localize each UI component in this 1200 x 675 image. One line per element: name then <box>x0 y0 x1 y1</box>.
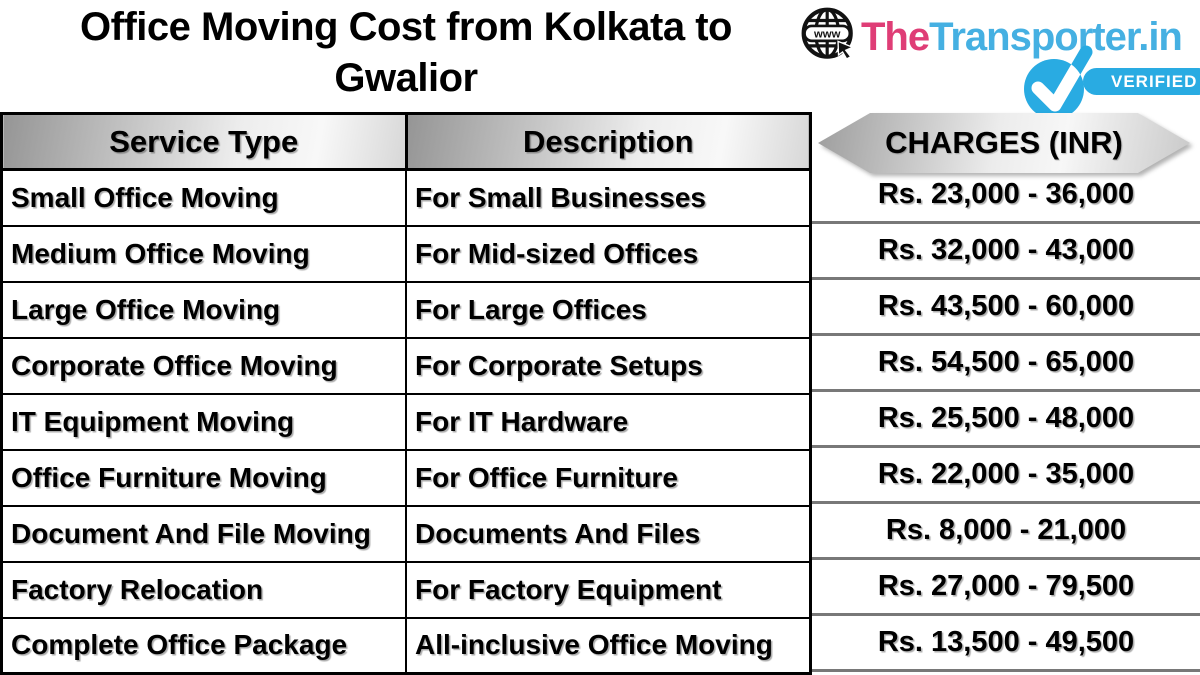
charge-value: Rs. 32,000 - 43,000 <box>812 224 1200 280</box>
table-row: IT Equipment Moving For IT Hardware <box>0 392 812 451</box>
charge-value: Rs. 13,500 - 49,500 <box>812 616 1200 672</box>
charges-banner-label: CHARGES (INR) <box>818 113 1190 173</box>
service-cell: Factory Relocation <box>0 560 407 619</box>
service-cell: Corporate Office Moving <box>0 336 407 395</box>
service-cell: Large Office Moving <box>0 280 407 339</box>
description-cell: Documents And Files <box>405 504 812 563</box>
charge-value: Rs. 23,000 - 36,000 <box>812 168 1200 224</box>
charge-value: Rs. 8,000 - 21,000 <box>812 504 1200 560</box>
description-cell: For IT Hardware <box>405 392 812 451</box>
table-row: Document And File Moving Documents And F… <box>0 504 812 563</box>
charge-value: Rs. 27,000 - 79,500 <box>812 560 1200 616</box>
column-header-description: Description <box>404 112 812 171</box>
globe-www-icon: www <box>800 6 858 69</box>
table-row: Small Office Moving For Small Businesses <box>0 168 812 227</box>
brand-name: TheTransporter.in <box>861 15 1183 60</box>
rates-table: Service Type Description Small Office Mo… <box>0 112 812 675</box>
description-cell: For Office Furniture <box>405 448 812 507</box>
globe-www-label: www <box>813 29 841 41</box>
verified-label: VERIFIED <box>1080 65 1200 98</box>
table-row: Complete Office Package All-inclusive Of… <box>0 616 812 675</box>
table-header-row: Service Type Description <box>0 112 812 171</box>
charges-column: Rs. 23,000 - 36,000 Rs. 32,000 - 43,000 … <box>812 168 1200 672</box>
service-cell: Document And File Moving <box>0 504 407 563</box>
table-row: Factory Relocation For Factory Equipment <box>0 560 812 619</box>
table-row: Office Furniture Moving For Office Furni… <box>0 448 812 507</box>
service-cell: Small Office Moving <box>0 168 407 227</box>
description-cell: For Large Offices <box>405 280 812 339</box>
page-title: Office Moving Cost from Kolkata to Gwali… <box>80 5 732 100</box>
brand-name-prefix: The <box>861 15 930 59</box>
service-cell: Office Furniture Moving <box>0 448 407 507</box>
description-cell: For Factory Equipment <box>405 560 812 619</box>
service-cell: Medium Office Moving <box>0 224 407 283</box>
verified-badge: VERIFIED <box>1022 40 1200 122</box>
table-row: Medium Office Moving For Mid-sized Offic… <box>0 224 812 283</box>
charge-value: Rs. 54,500 - 65,000 <box>812 336 1200 392</box>
column-header-service-type: Service Type <box>0 112 408 171</box>
charge-value: Rs. 25,500 - 48,000 <box>812 392 1200 448</box>
table-row: Large Office Moving For Large Offices <box>0 280 812 339</box>
description-cell: For Mid-sized Offices <box>405 224 812 283</box>
brand-name-suffix: Transporter.in <box>929 15 1183 59</box>
charge-value: Rs. 43,500 - 60,000 <box>812 280 1200 336</box>
description-cell: For Corporate Setups <box>405 336 812 395</box>
service-cell: Complete Office Package <box>0 616 407 675</box>
charge-value: Rs. 22,000 - 35,000 <box>812 448 1200 504</box>
brand-logo: www TheTransporter.in <box>800 6 1183 69</box>
charges-banner: CHARGES (INR) <box>818 113 1190 173</box>
description-cell: For Small Businesses <box>405 168 812 227</box>
verified-check-icon <box>1022 40 1100 127</box>
description-cell: All-inclusive Office Moving <box>405 616 812 675</box>
service-cell: IT Equipment Moving <box>0 392 407 451</box>
table-row: Corporate Office Moving For Corporate Se… <box>0 336 812 395</box>
